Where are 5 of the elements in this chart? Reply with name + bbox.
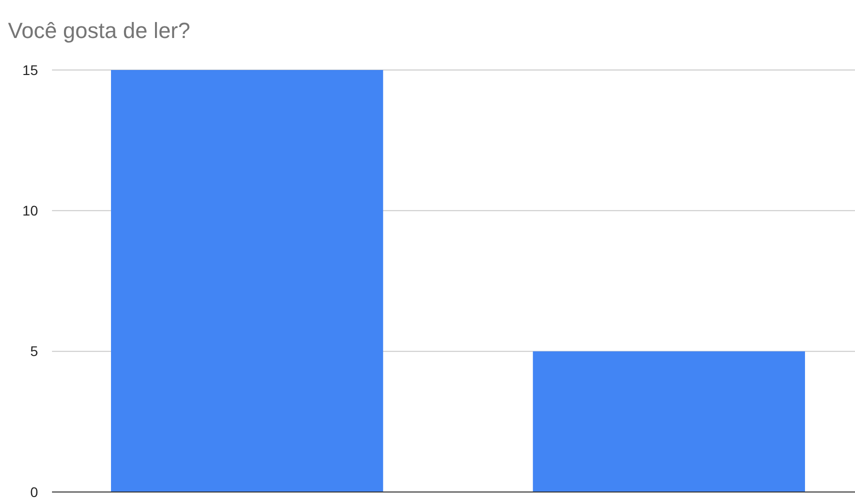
y-tick-label: 15 bbox=[22, 62, 38, 78]
y-tick-label: 0 bbox=[30, 484, 38, 500]
chart-title: Você gosta de ler? bbox=[8, 18, 190, 43]
y-tick-label: 10 bbox=[22, 202, 38, 219]
y-tick-label: 5 bbox=[30, 343, 38, 360]
